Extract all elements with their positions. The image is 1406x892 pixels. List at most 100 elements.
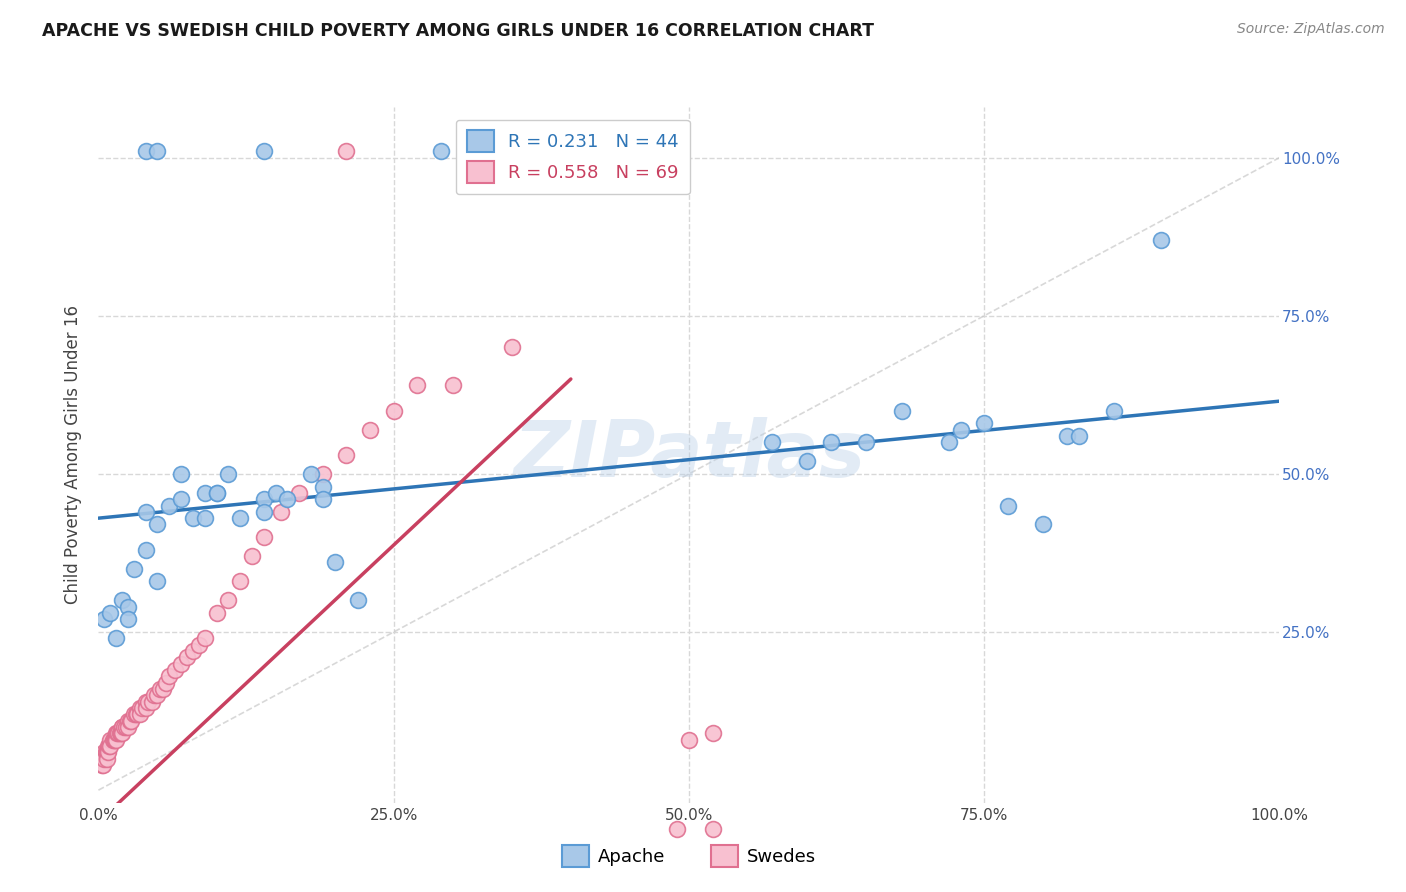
Point bbox=[194, 511, 217, 525]
Point bbox=[135, 701, 157, 715]
Point bbox=[1067, 429, 1090, 443]
Point bbox=[96, 751, 118, 765]
Point bbox=[170, 492, 193, 507]
Point bbox=[761, 435, 783, 450]
Point bbox=[117, 599, 139, 614]
Point bbox=[181, 644, 204, 658]
Point bbox=[110, 726, 132, 740]
Point bbox=[125, 707, 148, 722]
Point bbox=[93, 751, 115, 765]
Point bbox=[855, 435, 877, 450]
Point bbox=[678, 732, 700, 747]
Point bbox=[335, 145, 357, 159]
Point bbox=[264, 486, 287, 500]
Point bbox=[170, 657, 193, 671]
Point bbox=[938, 435, 960, 450]
Point bbox=[489, 145, 512, 159]
Point bbox=[93, 612, 115, 626]
Point bbox=[253, 505, 276, 519]
Point bbox=[94, 745, 117, 759]
Point bbox=[157, 669, 180, 683]
Text: ZIPatlas: ZIPatlas bbox=[513, 417, 865, 493]
Point bbox=[312, 479, 335, 493]
Point bbox=[229, 511, 252, 525]
Point bbox=[176, 650, 198, 665]
Point bbox=[121, 714, 143, 728]
Point bbox=[98, 732, 121, 747]
Point bbox=[441, 378, 464, 392]
Point bbox=[91, 757, 114, 772]
Point bbox=[104, 732, 127, 747]
Point bbox=[105, 632, 128, 646]
Point bbox=[430, 145, 453, 159]
Point bbox=[217, 593, 239, 607]
Point bbox=[142, 688, 165, 702]
Point bbox=[105, 732, 128, 747]
Point bbox=[135, 542, 157, 557]
Point bbox=[122, 707, 145, 722]
Point bbox=[117, 612, 139, 626]
Point bbox=[702, 726, 724, 740]
Point bbox=[194, 632, 217, 646]
Point bbox=[288, 486, 311, 500]
Point bbox=[111, 593, 134, 607]
Point bbox=[120, 714, 142, 728]
Point bbox=[122, 562, 145, 576]
Point bbox=[135, 145, 157, 159]
Point bbox=[205, 486, 228, 500]
Point bbox=[155, 675, 177, 690]
Point bbox=[111, 726, 134, 740]
Point bbox=[97, 745, 120, 759]
Point bbox=[524, 145, 547, 159]
Point bbox=[240, 549, 263, 563]
Point bbox=[205, 486, 228, 500]
Point bbox=[229, 574, 252, 589]
Point bbox=[146, 517, 169, 532]
Point bbox=[890, 403, 912, 417]
Point bbox=[111, 720, 134, 734]
Point bbox=[335, 448, 357, 462]
Point bbox=[382, 403, 405, 417]
Point bbox=[135, 505, 157, 519]
Point bbox=[146, 574, 169, 589]
Point bbox=[181, 511, 204, 525]
Point bbox=[501, 340, 523, 354]
Point bbox=[135, 695, 157, 709]
Point bbox=[276, 492, 298, 507]
Point bbox=[111, 720, 134, 734]
Point bbox=[91, 757, 114, 772]
Point bbox=[165, 663, 187, 677]
Point bbox=[347, 593, 370, 607]
Point bbox=[127, 707, 149, 722]
Point bbox=[149, 681, 172, 696]
Text: Source: ZipAtlas.com: Source: ZipAtlas.com bbox=[1237, 22, 1385, 37]
Point bbox=[98, 606, 121, 620]
Point bbox=[101, 732, 124, 747]
Point bbox=[170, 467, 193, 481]
Point bbox=[112, 720, 135, 734]
Point bbox=[205, 606, 228, 620]
Point bbox=[105, 726, 128, 740]
Point bbox=[666, 822, 689, 837]
Point bbox=[131, 701, 153, 715]
Point bbox=[997, 499, 1019, 513]
Point bbox=[299, 467, 322, 481]
Point bbox=[548, 145, 571, 159]
Point bbox=[128, 707, 150, 722]
Point bbox=[98, 739, 121, 753]
Point bbox=[702, 822, 724, 837]
Legend: Apache, Swedes: Apache, Swedes bbox=[555, 838, 823, 874]
Point bbox=[187, 638, 209, 652]
Point bbox=[217, 467, 239, 481]
Point bbox=[1056, 429, 1078, 443]
Point bbox=[406, 378, 429, 392]
Y-axis label: Child Poverty Among Girls Under 16: Child Poverty Among Girls Under 16 bbox=[63, 305, 82, 605]
Point bbox=[253, 492, 276, 507]
Point bbox=[103, 732, 125, 747]
Point bbox=[270, 505, 292, 519]
Point bbox=[194, 486, 217, 500]
Point bbox=[359, 423, 381, 437]
Point bbox=[107, 726, 129, 740]
Point bbox=[96, 745, 118, 759]
Point bbox=[312, 467, 335, 481]
